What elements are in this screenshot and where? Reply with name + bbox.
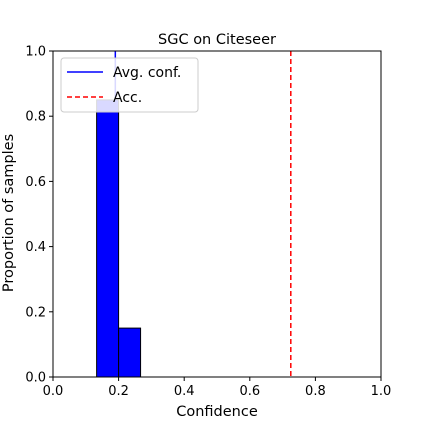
y-tick-label: 1.0: [25, 45, 46, 60]
x-tick-label: 1.0: [371, 384, 392, 399]
legend: Avg. conf. Acc.: [60, 57, 199, 113]
y-tick-label: 0.8: [25, 110, 46, 125]
x-tick-label: 0.6: [239, 384, 260, 399]
x-tick-label: 0.0: [43, 384, 64, 399]
y-tick-label: 0.0: [25, 371, 46, 386]
histogram-bar-2: [118, 327, 142, 378]
x-tick-label: 0.8: [305, 384, 326, 399]
y-tick-label: 0.4: [25, 240, 46, 255]
chart-title: SGC on Citeseer: [158, 32, 276, 48]
y-axis-label: Proportion of samples: [1, 134, 17, 292]
y-tick-label: 0.6: [25, 175, 46, 190]
y-tick-label: 0.2: [25, 305, 46, 320]
plot-frame: [52, 50, 382, 378]
x-axis-label: Confidence: [176, 404, 258, 420]
y-axis-ticks: 0.0 0.2 0.4 0.6 0.8 1.0: [25, 45, 53, 386]
legend-label-avg-conf: Avg. conf.: [113, 65, 181, 81]
x-tick-label: 0.2: [108, 384, 129, 399]
x-axis-ticks: 0.0 0.2 0.4 0.6 0.8 1.0: [43, 377, 392, 399]
x-tick-label: 0.4: [174, 384, 195, 399]
legend-label-acc: Acc.: [113, 90, 142, 106]
